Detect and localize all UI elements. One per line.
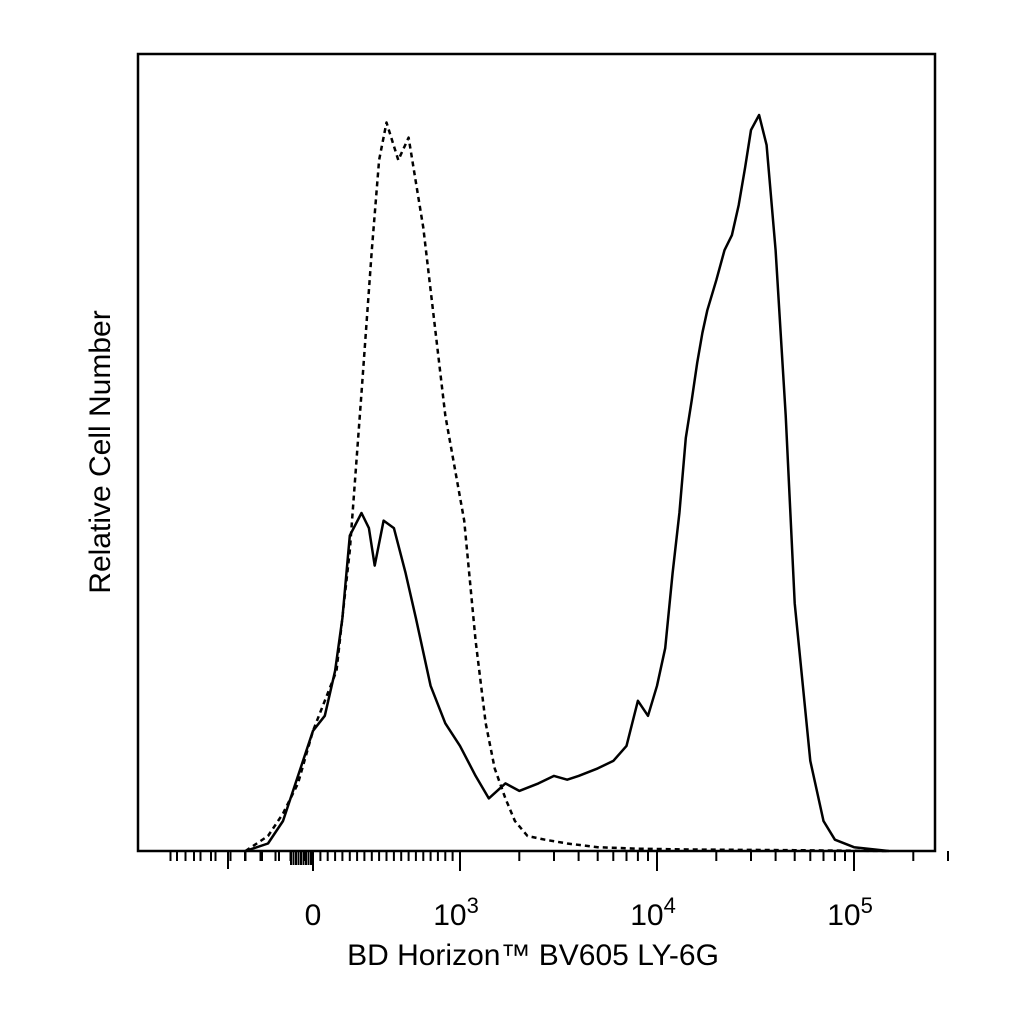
x-tick-label: 104 [630,893,676,932]
series-layer [244,113,889,853]
series-line-dashed [244,121,889,853]
x-axis: 0 103 104 105 [169,851,949,932]
x-tick-label: 105 [827,893,873,932]
x-tick-label: 0 [305,899,322,932]
plot-frame [136,52,937,853]
x-tick-label: 103 [433,893,479,932]
series-line-solid [245,113,889,853]
x-axis-title: BD Horizon™ BV605 LY-6G [347,939,719,972]
y-axis-title: Relative Cell Number [84,310,117,593]
